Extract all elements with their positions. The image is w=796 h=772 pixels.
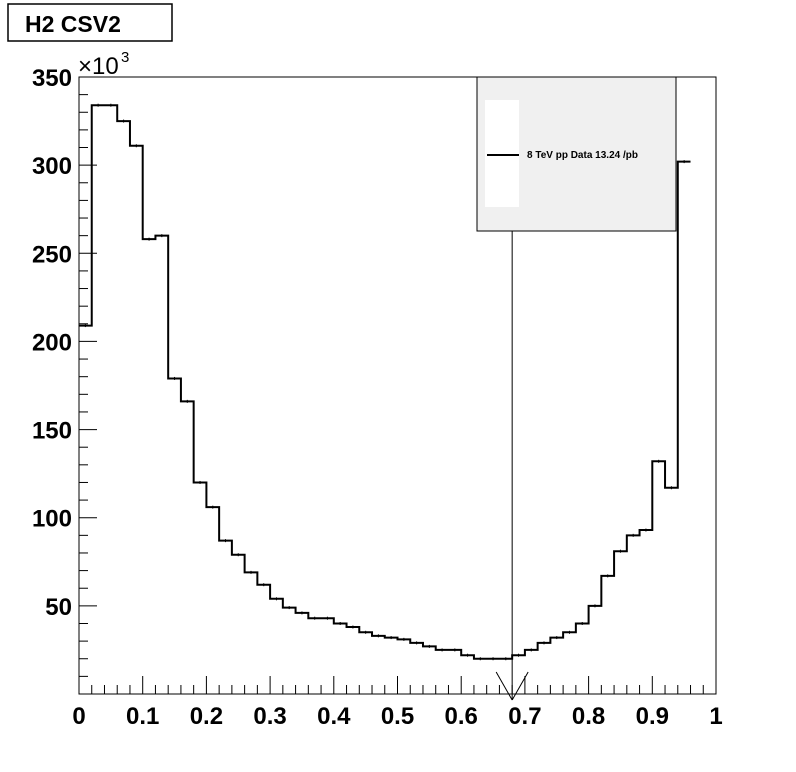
y-tick-label: 150 xyxy=(32,418,72,445)
histogram-series xyxy=(79,103,691,661)
x-tick-label: 0.6 xyxy=(445,703,478,730)
title-frame xyxy=(7,3,173,42)
x-tick-label: 0.4 xyxy=(317,703,351,730)
x-tick-label: 0.1 xyxy=(126,703,159,730)
legend-swatch-area xyxy=(485,100,519,207)
y-axis: 50 100 150 200 250 300 350 xyxy=(32,65,97,677)
title-box: H2 CSV2 xyxy=(7,3,173,42)
x-tick-label: 0.9 xyxy=(636,703,669,730)
y-tick-label: 50 xyxy=(45,594,72,621)
y-exponent: ×10 3 xyxy=(78,49,129,80)
histogram-outline xyxy=(79,104,691,660)
annotation-arrowhead-left xyxy=(495,671,513,701)
legend: 8 TeV pp Data 13.24 /pb xyxy=(476,76,677,232)
y-tick-label: 300 xyxy=(32,153,72,180)
y-tick-label: 250 xyxy=(32,241,72,268)
annotation-arrow xyxy=(495,165,529,701)
y-exponent-base: ×10 xyxy=(78,53,119,80)
y-tick-label: 100 xyxy=(32,506,72,533)
x-tick-label: 0.2 xyxy=(190,703,223,730)
x-tick-label: 1 xyxy=(709,703,722,730)
y-tick-label: 200 xyxy=(32,329,72,356)
x-tick-label: 0.3 xyxy=(253,703,286,730)
legend-entry: 8 TeV pp Data 13.24 /pb xyxy=(527,150,638,161)
x-tick-label: 0.5 xyxy=(381,703,414,730)
x-tick-label: 0.8 xyxy=(572,703,605,730)
y-tick-label: 350 xyxy=(32,65,72,92)
x-tick-label: 0 xyxy=(72,703,85,730)
x-tick-label: 0.7 xyxy=(508,703,541,730)
annotation-arrowhead-right xyxy=(511,671,529,701)
y-exponent-power: 3 xyxy=(121,49,129,66)
x-axis: 0 0.1 0.2 0.3 0.4 0.5 0.6 0.7 0.8 0.9 1 xyxy=(72,676,723,730)
chart-title: H2 CSV2 xyxy=(25,11,121,37)
